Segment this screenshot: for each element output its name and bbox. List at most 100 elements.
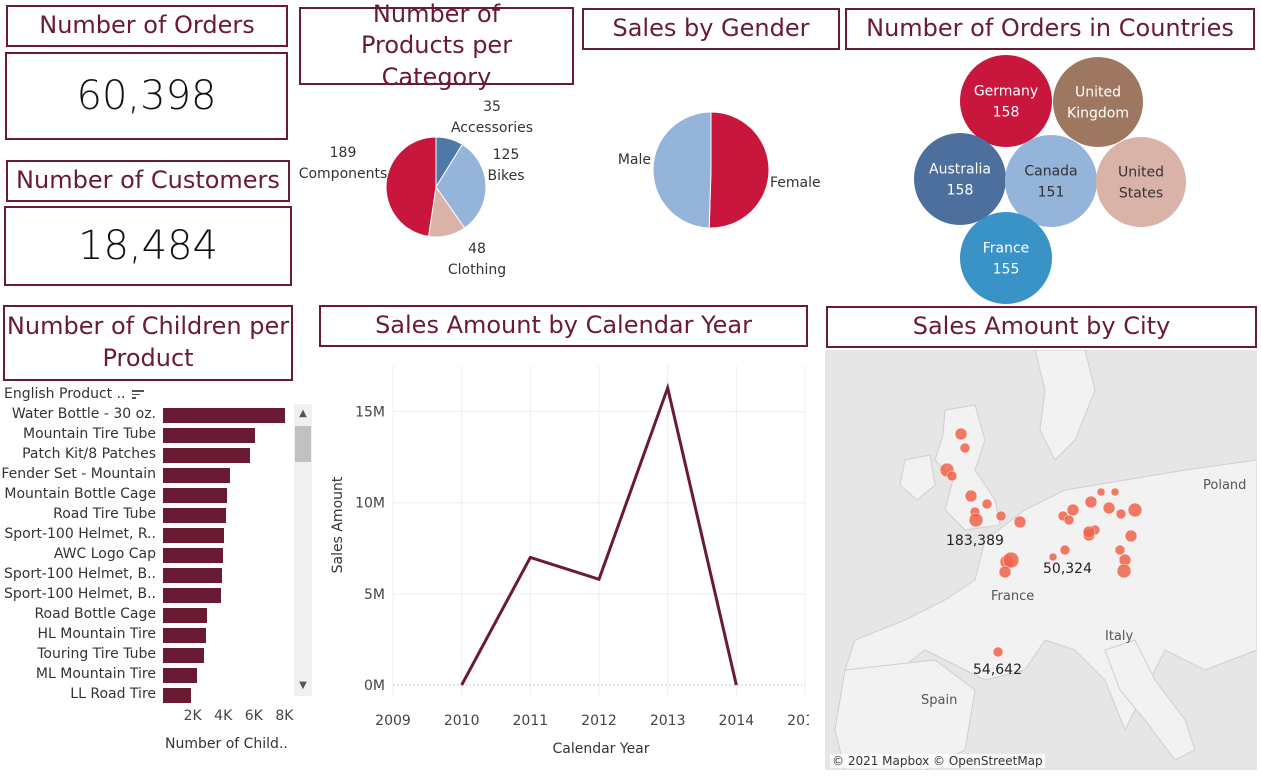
city-sales-map[interactable]: Poland France Italy Spain 183,389 50,324… (825, 350, 1257, 770)
children-bar-title: Number of Children per Product (3, 305, 293, 381)
map-value-label-3: 54,642 (973, 662, 1022, 678)
bar-category-label: Patch Kit/8 Patches (22, 446, 156, 462)
bar-category-label: Mountain Tire Tube (23, 426, 156, 442)
bar-ll-road-tire[interactable] (163, 688, 191, 703)
bar-sport-100-helmet-b[interactable] (163, 568, 222, 583)
bar-patch-kit-8-patches[interactable] (163, 448, 251, 463)
map-city-point[interactable] (1116, 563, 1132, 579)
bar-mountain-tire-tube[interactable] (163, 428, 255, 443)
category-slice-components[interactable] (385, 136, 437, 238)
map-city-point[interactable] (964, 489, 978, 503)
bar-row[interactable]: Mountain Bottle Cage (2, 485, 312, 505)
bar-sport-100-helmet-b[interactable] (163, 588, 222, 603)
map-city-point[interactable] (998, 565, 1012, 579)
bubble-australia[interactable] (914, 133, 1006, 225)
bar-category-label: Sport-100 Helmet, B.. (4, 566, 156, 582)
bar-road-tire-tube[interactable] (163, 508, 226, 523)
bar-touring-tire-tube[interactable] (163, 648, 205, 663)
scroll-down-icon[interactable]: ▼ (299, 680, 307, 691)
bar-row[interactable]: Sport-100 Helmet, B.. (2, 585, 312, 605)
map-city-point[interactable] (1110, 487, 1120, 497)
map-city-point[interactable] (968, 512, 984, 528)
bar-row[interactable]: Touring Tire Tube (2, 645, 312, 665)
bubble-germany[interactable] (960, 55, 1052, 147)
map-city-point[interactable] (1115, 508, 1127, 520)
scroll-thumb[interactable] (295, 426, 311, 462)
line-x-tick: 2014 (719, 713, 755, 729)
bar-awc-logo-cap[interactable] (163, 548, 223, 563)
sort-icon[interactable] (131, 389, 144, 399)
map-city-point[interactable] (1124, 529, 1138, 543)
bar-x-tick: 6K (244, 708, 263, 724)
map-city-point[interactable] (1127, 502, 1143, 518)
bar-road-bottle-cage[interactable] (163, 608, 207, 623)
orders-kpi-title: Number of Orders (6, 5, 288, 47)
bar-row[interactable]: ML Mountain Tire (2, 665, 312, 685)
line-y-tick: 5M (364, 587, 385, 603)
bar-row[interactable]: Sport-100 Helmet, R.. (2, 525, 312, 545)
gender-slice-male[interactable] (652, 111, 712, 229)
map-city-point[interactable] (959, 442, 971, 454)
bar-row[interactable]: LL Road Tire (2, 685, 312, 705)
scroll-up-icon[interactable]: ▲ (299, 408, 307, 419)
line-x-tick: 2011 (513, 713, 549, 729)
orders-kpi-value: 60,398 (5, 52, 288, 140)
bar-sport-100-helmet-r[interactable] (163, 528, 225, 543)
bar-row[interactable]: Patch Kit/8 Patches (2, 445, 312, 465)
map-city-point[interactable] (1066, 503, 1080, 517)
map-city-point[interactable] (1013, 515, 1027, 529)
bar-x-tick: 4K (214, 708, 233, 724)
bar-row[interactable]: Road Tire Tube (2, 505, 312, 525)
bubble-canada[interactable] (1005, 135, 1097, 227)
bubble-label-france-0: France (983, 241, 1030, 257)
bar-scrollbar[interactable]: ▲ ▼ (294, 404, 312, 696)
bubble-united-states[interactable] (1096, 137, 1186, 227)
line-x-tick: 2013 (650, 713, 686, 729)
map-city-point[interactable] (992, 646, 1004, 658)
bar-mountain-bottle-cage[interactable] (163, 488, 228, 503)
map-city-point[interactable] (1002, 551, 1020, 569)
map-city-point[interactable] (1102, 501, 1116, 515)
bubble-label-canada-0: Canada (1024, 164, 1077, 180)
bar-row[interactable]: Water Bottle - 30 oz. (2, 405, 312, 425)
map-city-point[interactable] (1063, 514, 1075, 526)
bar-row[interactable]: Sport-100 Helmet, B.. (2, 565, 312, 585)
bubble-france[interactable] (960, 212, 1052, 304)
map-city-point[interactable] (954, 427, 968, 441)
line-series[interactable] (460, 382, 738, 686)
map-city-point[interactable] (1084, 495, 1098, 509)
bubble-united-kingdom[interactable] (1053, 57, 1143, 147)
bar-x-tick: 8K (275, 708, 294, 724)
map-city-point[interactable] (995, 510, 1007, 522)
map-city-point[interactable] (1059, 544, 1071, 556)
map-label-italy: Italy (1105, 629, 1134, 644)
map-city-point[interactable] (1096, 487, 1106, 497)
map-city-point[interactable] (1082, 525, 1096, 539)
bubble-label-australia-0: Australia (929, 162, 991, 178)
map-city-point[interactable] (1114, 544, 1126, 556)
gender-slice-female[interactable] (708, 111, 770, 229)
map-canvas[interactable]: Poland France Italy Spain 183,389 50,324… (825, 350, 1257, 770)
map-land-britain (934, 404, 1001, 531)
bar-row[interactable]: Fender Set - Mountain (1, 465, 312, 485)
bar-category-label: Fender Set - Mountain (1, 466, 156, 482)
bar-water-bottle-30-oz[interactable] (163, 408, 286, 423)
bar-hl-mountain-tire[interactable] (163, 628, 206, 643)
category-label-accessories-1: Accessories (451, 120, 533, 136)
bar-category-label: LL Road Tire (70, 686, 156, 702)
customers-kpi-value: 18,484 (4, 206, 292, 286)
bar-axis-header[interactable]: English Product .. (4, 386, 144, 402)
bar-ml-mountain-tire[interactable] (163, 668, 198, 683)
map-city-point[interactable] (1048, 552, 1058, 562)
bubble-label-united-kingdom-0: United (1075, 85, 1121, 101)
bar-row[interactable]: HL Mountain Tire (2, 625, 312, 645)
bar-row[interactable]: Mountain Tire Tube (2, 425, 312, 445)
map-city-point[interactable] (946, 470, 958, 482)
category-slice-bikes[interactable] (435, 143, 487, 229)
bar-fender-set-mountain[interactable] (163, 468, 231, 483)
category-label-bikes-0: 125 (493, 147, 520, 163)
bar-row[interactable]: AWC Logo Cap (2, 545, 312, 565)
bar-category-label: ML Mountain Tire (35, 666, 156, 682)
map-city-point[interactable] (981, 498, 993, 510)
bar-row[interactable]: Road Bottle Cage (2, 605, 312, 625)
